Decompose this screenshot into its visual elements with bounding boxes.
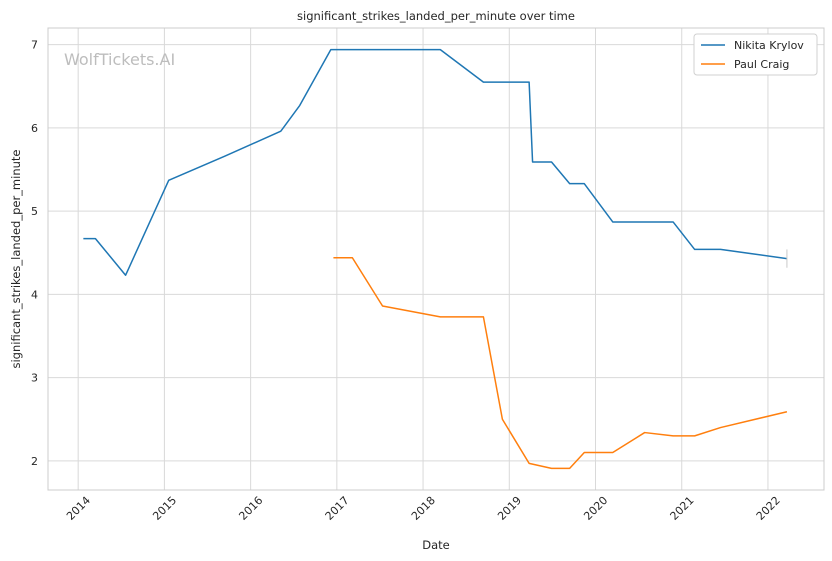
y-tick-label: 3 <box>31 372 38 385</box>
x-tick-label: 2016 <box>236 494 265 523</box>
x-tick-label: 2018 <box>409 494 438 523</box>
series-lines <box>83 48 788 470</box>
chart-title: significant_strikes_landed_per_minute ov… <box>297 9 575 23</box>
x-tick-labels: 2014 2015 2016 2017 2018 2019 2020 2021 2022 <box>64 494 783 523</box>
y-tick-label: 7 <box>31 39 38 52</box>
x-tick-label: 2019 <box>495 494 524 523</box>
legend-label-nikita-krylov: Nikita Krylov <box>734 39 804 52</box>
x-tick-label: 2014 <box>64 494 93 523</box>
y-tick-label: 4 <box>31 288 38 301</box>
legend: Nikita Krylov Paul Craig <box>693 33 818 76</box>
y-axis-title: significant_strikes_landed_per_minute <box>9 150 23 369</box>
x-tick-label: 2022 <box>754 494 783 523</box>
x-axis-title: Date <box>422 538 450 552</box>
watermark: WolfTickets.AI <box>64 50 175 69</box>
y-tick-label: 6 <box>31 122 38 135</box>
y-tick-labels: 2 3 4 5 6 7 <box>31 39 38 468</box>
y-tick-label: 5 <box>31 205 38 218</box>
x-tick-label: 2017 <box>323 494 352 523</box>
plot-background <box>48 28 824 490</box>
plot-frame <box>47 27 825 491</box>
x-tick-label: 2020 <box>581 494 610 523</box>
series-line-nikita-krylov <box>83 48 788 276</box>
legend-label-paul-craig: Paul Craig <box>734 58 789 71</box>
y-tick-label: 2 <box>31 455 38 468</box>
grid <box>48 28 824 490</box>
x-tick-label: 2021 <box>668 494 697 523</box>
series-line-paul-craig <box>333 257 788 470</box>
x-tick-label: 2015 <box>150 494 179 523</box>
